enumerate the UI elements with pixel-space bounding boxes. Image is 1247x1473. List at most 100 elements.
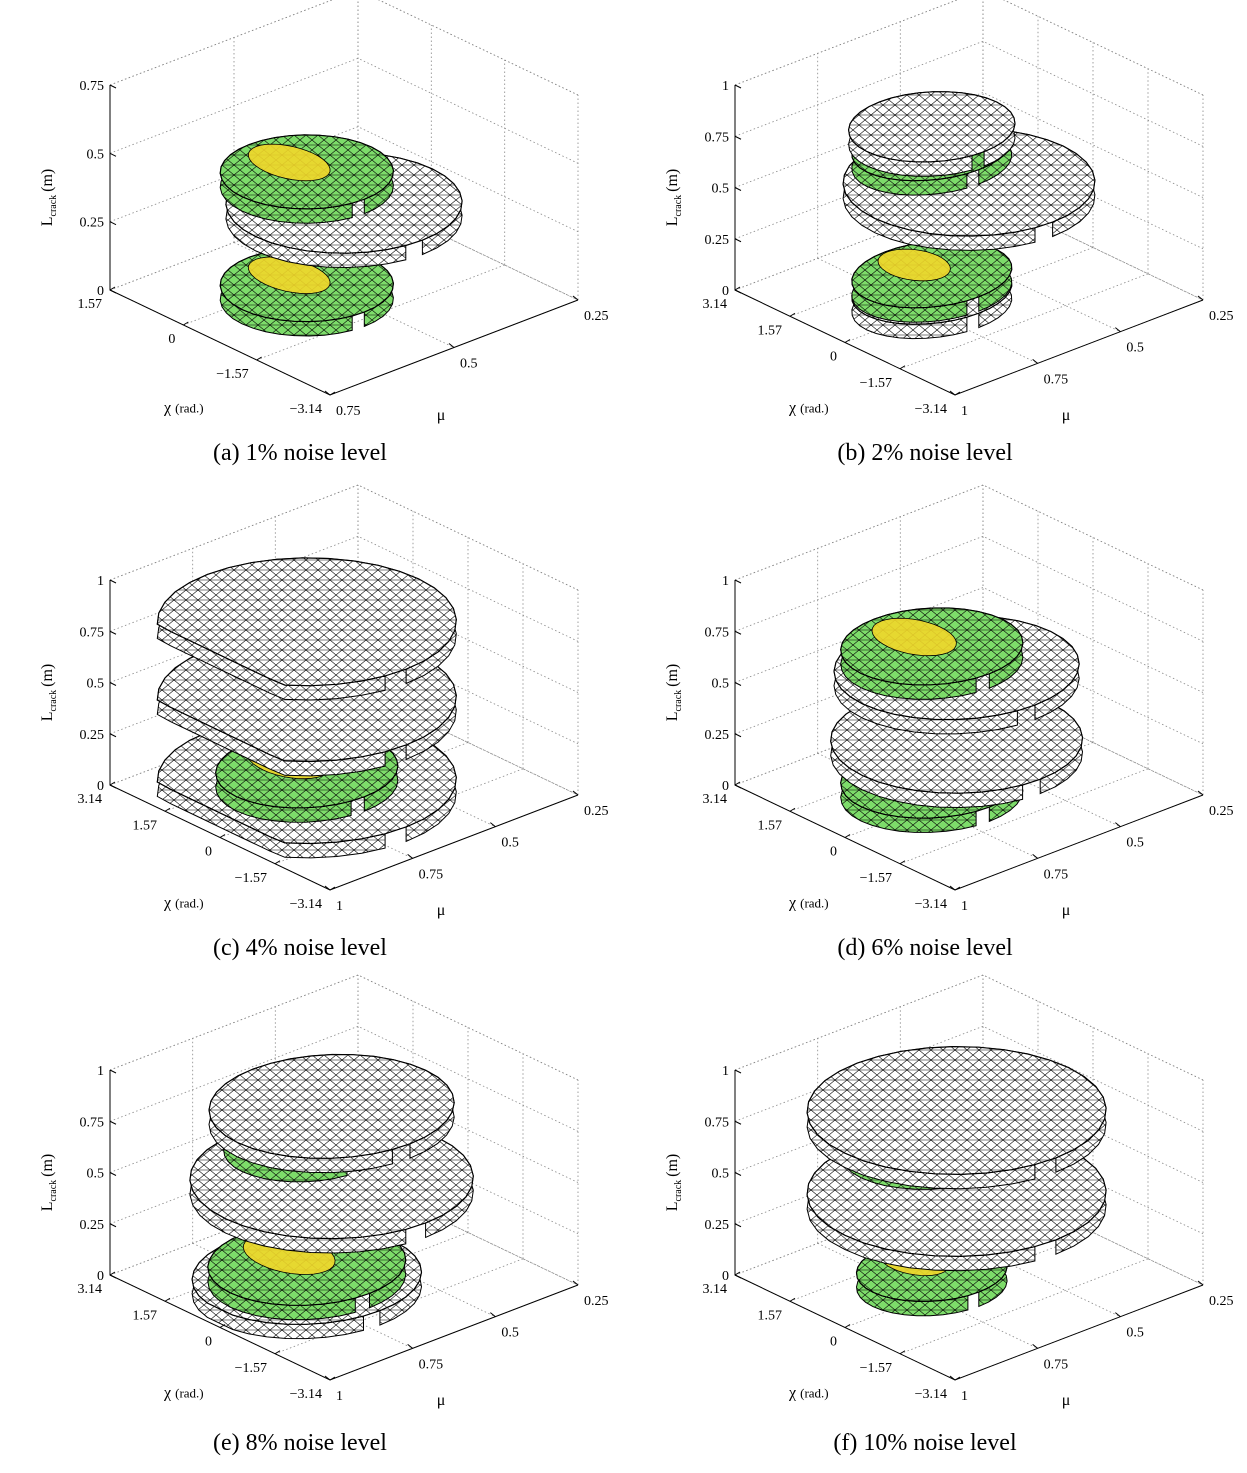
mu-tick-label: 1	[961, 404, 968, 419]
mu-tick-label: 0.5	[501, 836, 519, 851]
chi-tick-label: −3.14	[915, 402, 947, 417]
axis-lines: 0 0.25 0.5 0.75 1 3.14 1.57 0 −1.57 −3.14 1 0.75 0.5…	[664, 574, 1234, 919]
chi-tick-label: 3.14	[78, 792, 103, 807]
chi-tick-label: −1.57	[860, 871, 892, 886]
chi-tick-label: −3.14	[290, 1387, 322, 1402]
chi-tick-label: 3.14	[703, 792, 728, 807]
y-axis-label: μ	[1062, 1392, 1071, 1409]
mu-tick-label: 1	[961, 1389, 968, 1404]
z-tick-label: 0	[97, 1269, 104, 1284]
chi-tick-label: −1.57	[860, 376, 892, 391]
mu-tick-label: 0.25	[1209, 1294, 1234, 1309]
z-tick-label: 0.75	[705, 130, 730, 145]
x-axis-label: χ (rad.)	[163, 399, 204, 416]
mu-tick-label: 0.5	[1126, 1326, 1144, 1341]
figure-d: 0 0.25 0.5 0.75 1 3.14 1.57 0 −1.57 −3.14 1 0.75 0.5…	[625, 484, 1234, 975]
figure-a: 0 0.25 0.5 0.75 1.57 0 −1.57 −3.14 0.75 0.5 0.25 Lc…	[0, 0, 609, 480]
chi-tick-label: 0	[830, 845, 837, 860]
mu-tick-label: 1	[961, 899, 968, 914]
surfaces	[830, 607, 1084, 833]
z-tick-label: 0.5	[712, 1167, 730, 1182]
mu-tick-label: 0.75	[1044, 372, 1069, 387]
y-axis-label: μ	[1062, 902, 1071, 919]
chi-tick-label: −1.57	[235, 1361, 267, 1376]
z-tick-label: 1	[722, 574, 729, 589]
z-tick-label: 0.5	[87, 147, 105, 162]
mu-tick-label: 0.5	[1126, 836, 1144, 851]
axis-lines: 0 0.25 0.5 0.75 1 3.14 1.57 0 −1.57 −3.14 1 0.75 0.5…	[39, 574, 609, 919]
figure-f: 0 0.25 0.5 0.75 1 3.14 1.57 0 −1.57 −3.14 1 0.75 0.5…	[625, 974, 1234, 1465]
caption-e: (e) 8% noise level	[213, 1430, 387, 1456]
axis-lines: 00.250.50.751.570−1.57−3.14 0.750.50.25Lc…	[39, 79, 609, 424]
mu-tick-label: 0.25	[584, 1294, 609, 1309]
z-axis-label: Lcrack(m)	[664, 1154, 684, 1212]
surfaces	[219, 134, 463, 337]
chi-tick-label: 1.57	[78, 297, 103, 312]
mu-tick-label: 1	[336, 899, 343, 914]
caption-f: (f) 10% noise level	[833, 1430, 1017, 1456]
layer-surface	[156, 557, 457, 701]
mu-tick-label: 0.5	[501, 1326, 519, 1341]
mu-tick-label: 0.25	[584, 309, 609, 324]
z-tick-label: 0.25	[80, 728, 105, 743]
figure-e: 0 0.25 0.5 0.75 1 3.14 1.57 0 −1.57 −3.14 1 0.75 0.5…	[0, 974, 609, 1465]
x-axis-label: χ (rad.)	[788, 894, 829, 911]
chi-tick-label: 0	[168, 332, 175, 347]
z-tick-label: 0.25	[705, 728, 730, 743]
axis-lines: 0 0.25 0.5 0.75 1 3.14 1.57 0 −1.57 −3.14 1 0.75 0.5…	[39, 1064, 609, 1409]
plot-c: 0 0.25 0.5 0.75 1 3.14 1.57 0 −1.57 −3.14 1 0.75 0.5…	[39, 484, 609, 919]
z-tick-label: 0.75	[80, 625, 105, 640]
layer-surface	[208, 1053, 455, 1174]
mu-tick-label: 0.25	[1209, 309, 1234, 324]
layer-surface	[806, 1045, 1107, 1190]
z-tick-label: 1	[97, 574, 104, 589]
chi-tick-label: −1.57	[860, 1361, 892, 1376]
x-axis-label: χ (rad.)	[788, 1384, 829, 1401]
y-axis-label: μ	[437, 1392, 446, 1409]
chi-tick-label: 1.57	[758, 1308, 783, 1323]
x-axis-label: χ (rad.)	[163, 894, 204, 911]
chi-tick-label: 1.57	[758, 818, 783, 833]
layer-surface	[847, 91, 1016, 177]
chi-tick-label: −3.14	[915, 897, 947, 912]
z-tick-label: 0.5	[712, 677, 730, 692]
chi-tick-label: −3.14	[915, 1387, 947, 1402]
y-axis-label: μ	[437, 902, 446, 919]
plot-e: 0 0.25 0.5 0.75 1 3.14 1.57 0 −1.57 −3.14 1 0.75 0.5…	[39, 974, 609, 1409]
surfaces	[806, 1045, 1107, 1317]
mu-tick-label: 0.75	[419, 867, 444, 882]
z-tick-label: 1	[97, 1064, 104, 1079]
z-tick-label: 0.5	[712, 182, 730, 197]
axis-lines: 0 0.25 0.5 0.75 1 3.14 1.57 0 −1.57 −3.14 1 0.75 0.5…	[664, 79, 1234, 424]
mu-tick-label: 0.75	[1044, 1357, 1069, 1372]
caption-a: (a) 1% noise level	[213, 440, 387, 466]
plot-d: 0 0.25 0.5 0.75 1 3.14 1.57 0 −1.57 −3.14 1 0.75 0.5…	[664, 484, 1234, 919]
chi-tick-label: −1.57	[235, 871, 267, 886]
z-tick-label: 0	[722, 779, 729, 794]
z-tick-label: 0.75	[80, 1115, 105, 1130]
z-tick-label: 0.25	[80, 216, 105, 231]
figure-b: 0 0.25 0.5 0.75 1 3.14 1.57 0 −1.57 −3.14 1 0.75 0.5…	[625, 0, 1234, 480]
chi-tick-label: 0	[830, 350, 837, 365]
z-tick-label: 0.75	[80, 79, 105, 94]
chi-tick-label: −1.57	[216, 367, 248, 382]
z-tick-label: 0	[97, 779, 104, 794]
z-tick-label: 0.5	[87, 1167, 105, 1182]
plot-b: 0 0.25 0.5 0.75 1 3.14 1.57 0 −1.57 −3.14 1 0.75 0.5…	[664, 0, 1234, 424]
z-tick-label: 0	[722, 284, 729, 299]
y-axis-label: μ	[437, 407, 446, 424]
z-tick-label: 0	[722, 1269, 729, 1284]
chi-tick-label: 1.57	[133, 1308, 158, 1323]
mu-tick-label: 0.75	[1044, 867, 1069, 882]
z-tick-label: 0.75	[705, 1115, 730, 1130]
mu-tick-label: 0.5	[460, 357, 478, 372]
z-tick-label: 0.25	[705, 1218, 730, 1233]
surfaces	[156, 557, 457, 859]
z-axis-label: Lcrack(m)	[664, 664, 684, 722]
chi-tick-label: 3.14	[703, 1282, 728, 1297]
mu-tick-label: 0.75	[336, 404, 361, 419]
z-tick-label: 0.75	[705, 625, 730, 640]
z-tick-label: 0	[97, 284, 104, 299]
plot-f: 0 0.25 0.5 0.75 1 3.14 1.57 0 −1.57 −3.14 1 0.75 0.5…	[664, 974, 1234, 1409]
chi-tick-label: 0	[205, 1335, 212, 1350]
